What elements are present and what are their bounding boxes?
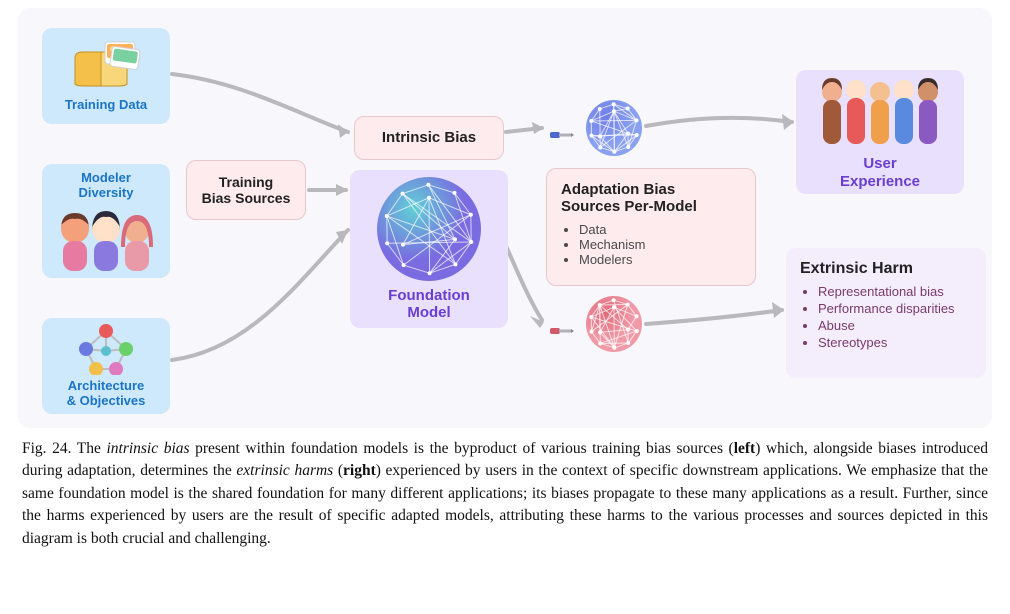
adaptation-label: Adaptation BiasSources Per-Model <box>561 181 697 216</box>
extrinsic-harm-box: Extrinsic Harm Representational bias Per… <box>786 248 986 378</box>
modeler-diversity-box: ModelerDiversity <box>42 164 170 278</box>
adaptation-list: Data Mechanism Modelers <box>561 222 645 267</box>
training-bias-box: TrainingBias Sources <box>186 160 306 220</box>
training-data-box: Training Data <box>42 28 170 124</box>
adaptation-box: Adaptation BiasSources Per-Model Data Me… <box>546 168 756 286</box>
intrinsic-bias-box: Intrinsic Bias <box>354 116 504 160</box>
foundation-model-box: FoundationModel <box>350 170 508 328</box>
screwdriver-top-icon <box>548 116 574 142</box>
adapted-model-bottom-icon <box>586 296 642 352</box>
training-data-icon <box>71 40 141 92</box>
foundation-model-label: FoundationModel <box>388 287 470 322</box>
harm-item: Stereotypes <box>818 335 955 350</box>
user-experience-label: UserExperience <box>840 155 920 190</box>
harm-item: Performance disparities <box>818 301 955 316</box>
network-icon <box>74 323 138 375</box>
extrinsic-harm-list: Representational bias Performance dispar… <box>800 284 955 352</box>
foundation-sphere-icon <box>377 177 481 281</box>
user-experience-box: UserExperience <box>796 70 964 194</box>
architecture-box: Architecture& Objectives <box>42 318 170 414</box>
adaptation-item: Mechanism <box>579 237 645 252</box>
modeler-diversity-label: ModelerDiversity <box>79 171 134 201</box>
figure-caption: Fig. 24. The intrinsic bias present with… <box>22 438 988 550</box>
training-data-label: Training Data <box>65 98 147 113</box>
users-icon <box>810 74 950 153</box>
screwdriver-bottom-icon <box>548 312 574 338</box>
extrinsic-harm-label: Extrinsic Harm <box>800 260 913 278</box>
canvas: Training Data ModelerDiversity <box>0 0 1010 614</box>
adaptation-item: Data <box>579 222 645 237</box>
adapted-model-top-icon <box>586 100 642 156</box>
adaptation-item: Modelers <box>579 252 645 267</box>
intrinsic-bias-label: Intrinsic Bias <box>382 129 476 146</box>
people-icon <box>51 207 161 271</box>
training-bias-label: TrainingBias Sources <box>202 174 291 206</box>
harm-item: Representational bias <box>818 284 955 299</box>
architecture-label: Architecture& Objectives <box>67 379 146 409</box>
harm-item: Abuse <box>818 318 955 333</box>
